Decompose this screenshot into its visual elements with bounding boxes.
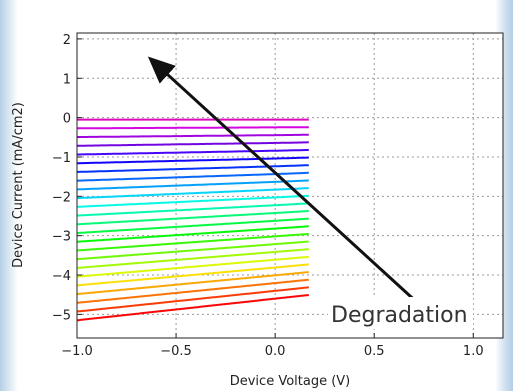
- iv-curve: [77, 240, 309, 261]
- y-tick-label: −2: [52, 190, 71, 205]
- x-tick-label: −1.0: [61, 344, 93, 359]
- x-axis-title: Device Voltage (V): [230, 374, 351, 389]
- iv-curve: [77, 126, 309, 130]
- iv-curve: [77, 232, 309, 252]
- iv-curve: [77, 286, 309, 313]
- iv-curves: [77, 118, 309, 322]
- degradation-label: Degradation: [331, 303, 468, 328]
- iv-curve: [77, 248, 309, 269]
- y-tick-label: 2: [63, 33, 71, 48]
- x-tick-label: 0.5: [364, 344, 385, 359]
- y-axis-title: Device Current (mA/cm2): [11, 102, 26, 268]
- iv-curve: [77, 179, 309, 191]
- y-tick-label: −3: [52, 230, 71, 245]
- iv-curve: [77, 255, 309, 278]
- iv-curve: [77, 194, 309, 208]
- y-axis-ticks: 2 1 0 −1 −2 −3 −4 −5: [52, 33, 82, 323]
- iv-curve: [77, 294, 309, 322]
- x-tick-label: −0.5: [160, 344, 192, 359]
- iv-curve: [77, 263, 309, 287]
- iv-curve: [77, 171, 309, 182]
- iv-curve: [77, 202, 309, 217]
- iv-curve: [77, 141, 309, 147]
- x-axis-ticks: −1.0 −0.5 0.0 0.5 1.0: [61, 333, 484, 359]
- iv-curve: [77, 225, 309, 243]
- y-tick-label: 1: [63, 72, 71, 87]
- y-tick-label: −5: [52, 308, 71, 323]
- y-tick-label: 0: [63, 112, 71, 127]
- iv-curve: [77, 271, 309, 296]
- iv-curve: [77, 217, 309, 235]
- iv-curve: [77, 133, 309, 139]
- y-tick-label: −1: [52, 151, 71, 166]
- iv-curve: [77, 148, 309, 156]
- annotation-background: [328, 297, 473, 329]
- iv-curve: [77, 156, 309, 165]
- x-tick-label: 1.0: [463, 344, 484, 359]
- plot-frame: [76, 32, 504, 339]
- iv-curve: [77, 278, 309, 304]
- degradation-arrow: [147, 56, 425, 310]
- iv-curve: [77, 187, 309, 200]
- y-tick-label: −4: [52, 269, 71, 284]
- iv-curve: [77, 210, 309, 226]
- x-tick-label: 0.0: [265, 344, 286, 359]
